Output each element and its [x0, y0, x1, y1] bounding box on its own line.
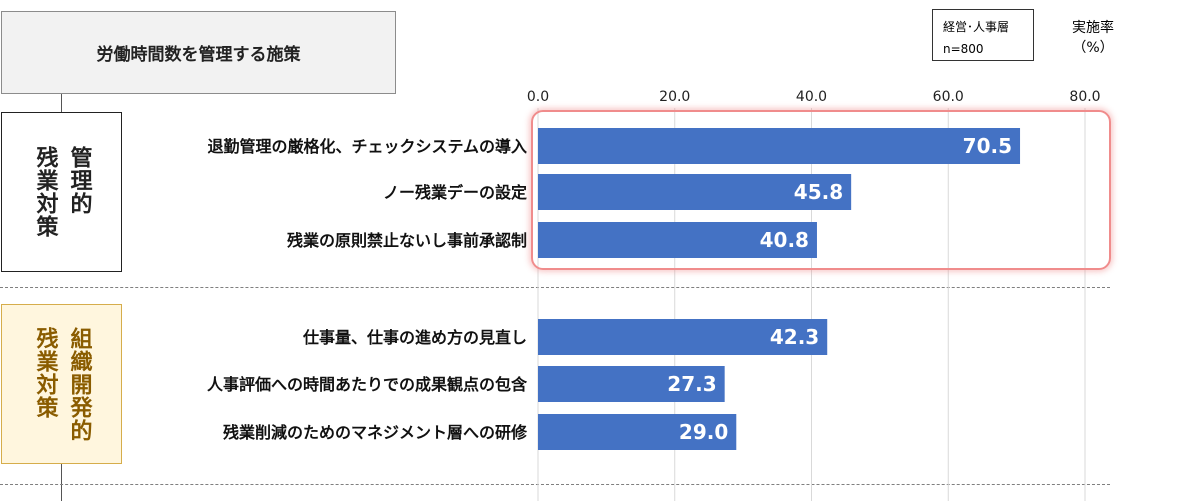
chart-title: 労働時間数を管理する施策: [96, 45, 301, 65]
x-tick-label: 40.0: [796, 89, 827, 105]
group-divider-dashed-line: [0, 287, 1110, 288]
category-label: 残業削減のためのマネジメント層への研修: [223, 423, 528, 442]
unit-label-line1: 実施率: [1072, 20, 1114, 36]
data-label: 40.8: [760, 228, 809, 252]
chart-title-box: 労働時間数を管理する施策: [1, 11, 396, 94]
bottom-dashed-line: [0, 484, 1110, 485]
organizational-group-label: 組織開発的 残業対策: [32, 326, 92, 442]
category-label: 仕事量、仕事の進め方の見直し: [302, 328, 527, 347]
bar: [538, 222, 817, 258]
title-connector-line: [61, 94, 62, 112]
management-group-label: 管理的 残業対策: [32, 146, 92, 238]
data-label: 42.3: [770, 325, 819, 349]
data-label: 45.8: [794, 180, 843, 204]
x-tick-label: 20.0: [659, 89, 690, 105]
bar: [538, 174, 852, 210]
bar: [538, 414, 737, 450]
data-label: 29.0: [679, 420, 728, 444]
sample-size: n=800: [943, 42, 984, 56]
x-tick-label: 0.0: [527, 89, 549, 105]
x-tick-label: 60.0: [933, 89, 964, 105]
bar: [538, 319, 828, 355]
bar: [538, 366, 725, 402]
x-tick-label: 80.0: [1069, 89, 1100, 105]
data-label: 27.3: [667, 372, 716, 396]
respondent-box: 経営･人事層 n=800: [932, 9, 1034, 61]
management-group-box: 管理的 残業対策: [1, 112, 122, 272]
organizational-group-box: 組織開発的 残業対策: [1, 304, 122, 464]
category-label: 退勤管理の厳格化、チェックシステムの導入: [207, 137, 527, 156]
respondent-group: 経営･人事層: [943, 20, 1010, 34]
bar: [538, 128, 1021, 164]
category-label: 残業の原則禁止ないし事前承認制: [287, 231, 527, 250]
bottom-connector-line: [61, 464, 62, 501]
unit-label-line2: （%）: [1072, 40, 1114, 56]
data-label: 70.5: [963, 134, 1012, 158]
unit-label: 実施率 （%）: [1058, 18, 1128, 58]
category-label: 人事評価への時間あたりでの成果観点の包含: [207, 375, 528, 394]
category-label: ノー残業デーの設定: [383, 183, 527, 202]
